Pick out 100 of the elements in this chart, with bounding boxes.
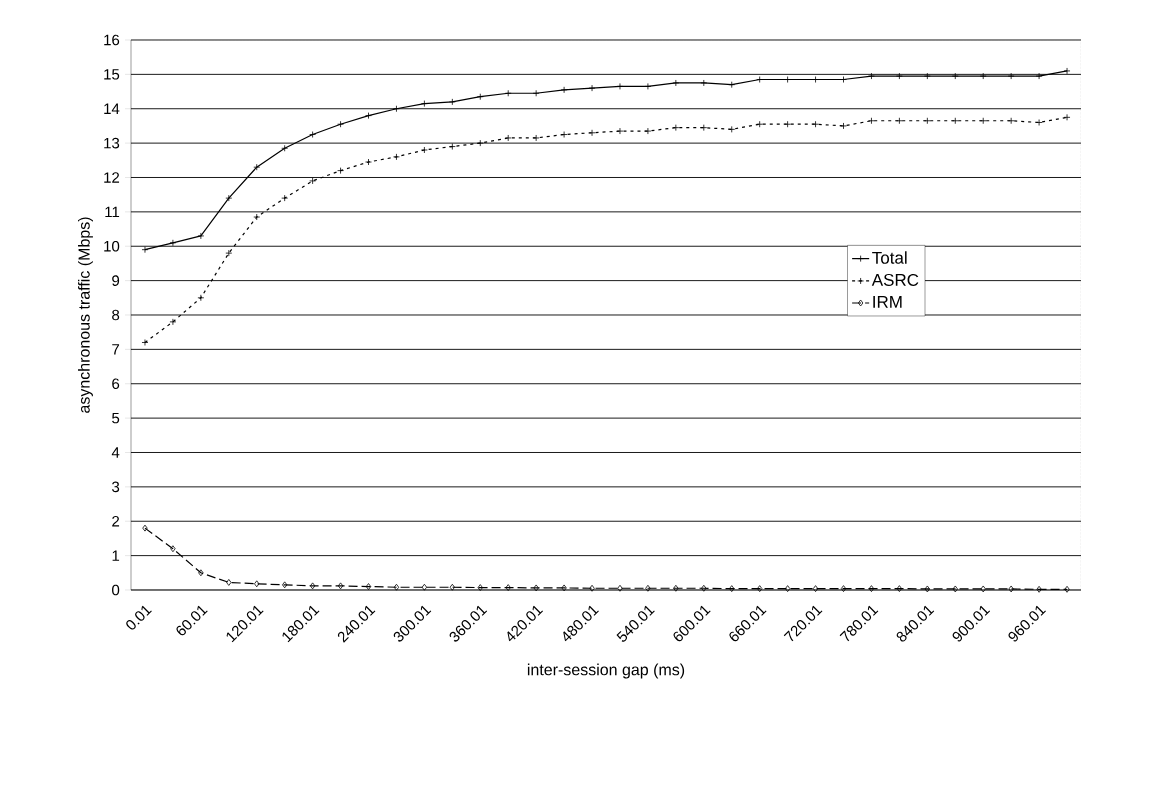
point (448, 98, 456, 106)
y-tick-label: 16 (104, 34, 120, 46)
point (979, 72, 987, 80)
point (254, 580, 260, 588)
point (420, 100, 428, 107)
point (365, 158, 372, 166)
point (393, 153, 400, 161)
y-tick-label: 10 (104, 240, 120, 252)
point (617, 584, 623, 592)
y-tick-label: 11 (105, 206, 120, 218)
point (281, 144, 289, 152)
y-tick-label: 0 (112, 584, 120, 596)
point (560, 131, 568, 138)
point (700, 79, 708, 87)
legend-label: Total (872, 251, 907, 264)
point (197, 232, 205, 240)
point (337, 582, 344, 590)
point (365, 583, 372, 590)
point (1008, 585, 1014, 593)
legend-label: IRM (873, 296, 902, 308)
point (476, 139, 484, 147)
point (253, 163, 261, 171)
legend-label: ASRC (871, 273, 919, 286)
point (532, 134, 540, 142)
point (225, 249, 233, 257)
point (896, 585, 903, 593)
point (728, 125, 736, 133)
point (393, 105, 400, 113)
point (1064, 585, 1070, 593)
point (588, 129, 596, 137)
point (197, 294, 205, 302)
point (979, 117, 987, 125)
y-tick-label: 12 (104, 172, 120, 183)
point (812, 585, 819, 593)
point (673, 584, 679, 592)
point (477, 584, 483, 591)
x-axis-title: inter-session gap (ms) (527, 663, 685, 679)
point (868, 72, 875, 80)
point (644, 127, 652, 135)
point (784, 120, 792, 128)
point (924, 585, 930, 593)
point (365, 112, 372, 120)
point (1035, 72, 1043, 80)
y-tick-label: 3 (112, 481, 120, 493)
point (1035, 119, 1043, 126)
point (951, 72, 959, 80)
point (895, 117, 903, 125)
point (309, 131, 317, 138)
point (700, 124, 708, 132)
point (644, 82, 652, 90)
point (588, 84, 596, 92)
point (141, 246, 149, 254)
point (812, 120, 819, 128)
point (1007, 72, 1015, 80)
point (141, 339, 149, 346)
point (952, 585, 958, 593)
point (951, 117, 959, 125)
point (895, 72, 903, 80)
y-tick-label: 8 (112, 309, 120, 321)
point (505, 584, 511, 591)
point (923, 117, 931, 125)
y-tick-label: 13 (104, 137, 120, 149)
point (701, 584, 707, 592)
point (868, 117, 875, 125)
point (868, 585, 875, 593)
point (476, 93, 484, 101)
point (980, 585, 986, 593)
point (420, 146, 428, 154)
point (728, 81, 736, 89)
x-tick-label: 0.01 (126, 605, 152, 630)
point (1007, 117, 1015, 125)
point (840, 585, 847, 593)
point (729, 585, 735, 593)
point (560, 86, 568, 94)
point (142, 524, 148, 532)
point (337, 120, 344, 128)
y-axis-title: asynchronous traffic (Mbps) (78, 217, 93, 413)
point (1036, 585, 1042, 593)
point (645, 584, 651, 592)
y-tick-label: 1 (112, 550, 120, 561)
y-tick-label: 5 (112, 412, 120, 424)
point (589, 584, 595, 592)
point (170, 545, 176, 553)
point (672, 124, 680, 132)
point (282, 581, 288, 589)
y-tick-label: 15 (104, 69, 120, 80)
point (616, 82, 624, 90)
point (337, 167, 344, 175)
point (840, 122, 847, 130)
point (169, 239, 177, 247)
point (561, 584, 567, 592)
point (756, 120, 764, 128)
y-tick-label: 2 (112, 516, 120, 527)
point (253, 213, 261, 221)
point (421, 583, 428, 591)
y-tick-label: 6 (112, 378, 120, 390)
point (532, 89, 540, 97)
point (226, 579, 232, 586)
point (281, 194, 289, 202)
point (448, 143, 456, 150)
